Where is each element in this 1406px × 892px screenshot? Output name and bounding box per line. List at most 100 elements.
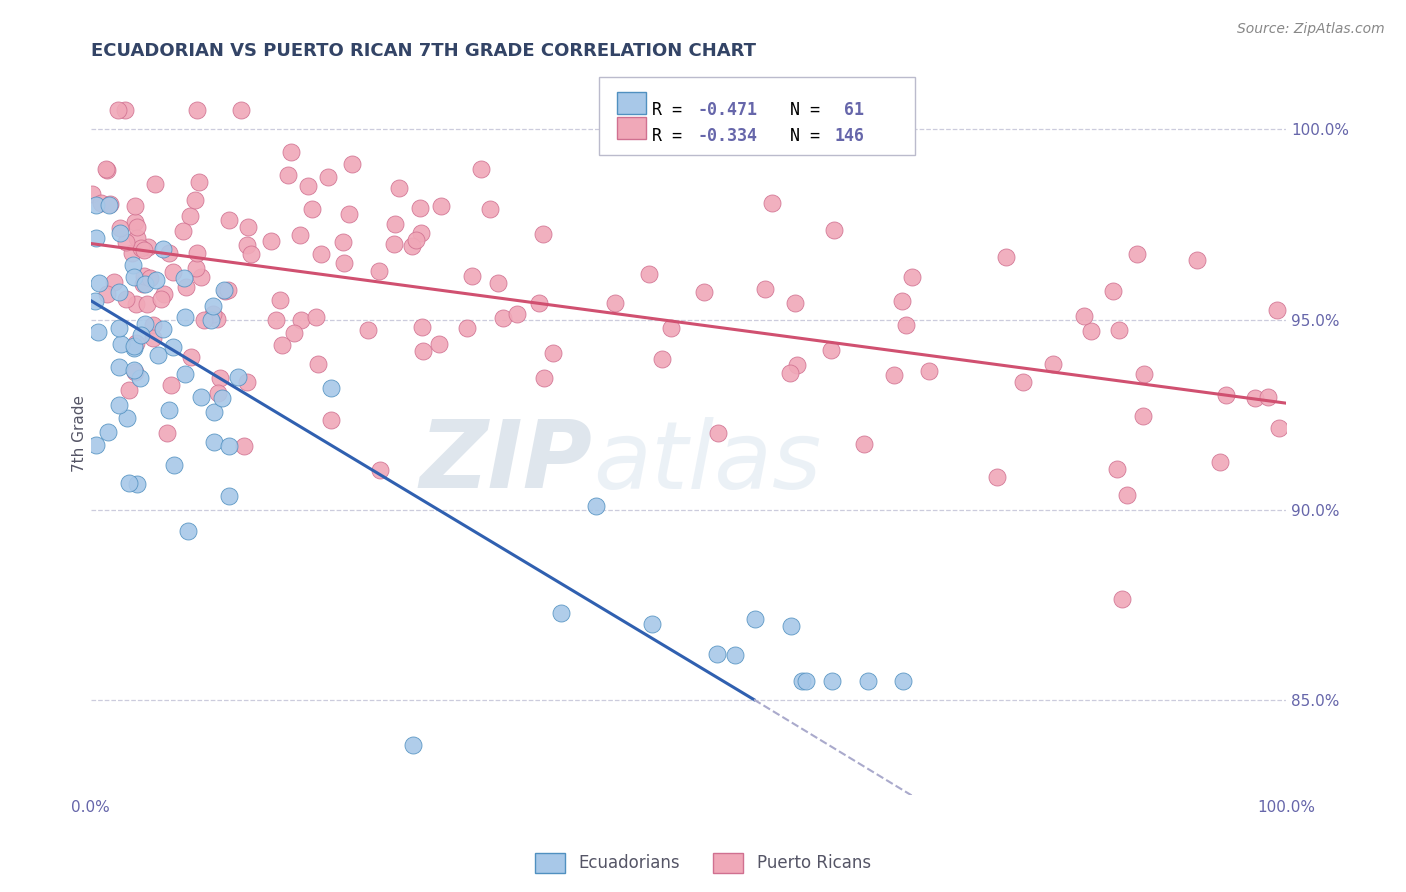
Point — [339, 207, 361, 221]
Point — [117, 476, 139, 491]
Point — [506, 306, 529, 320]
Point — [187, 175, 209, 189]
Point — [186, 103, 208, 118]
Point — [86, 231, 108, 245]
Point — [1111, 592, 1133, 607]
Point — [260, 234, 283, 248]
Point — [107, 103, 129, 118]
Point — [122, 258, 145, 272]
Point — [98, 196, 121, 211]
Text: -0.334: -0.334 — [697, 128, 758, 145]
Point — [229, 103, 252, 118]
Point — [1073, 309, 1095, 323]
Point — [146, 348, 169, 362]
Point — [124, 198, 146, 212]
Point — [180, 350, 202, 364]
Point — [894, 318, 917, 332]
Point — [1080, 324, 1102, 338]
Point — [529, 296, 551, 310]
Point — [157, 403, 180, 417]
Point — [200, 312, 222, 326]
Point — [821, 673, 844, 688]
Point — [288, 227, 311, 242]
Point — [179, 209, 201, 223]
FancyBboxPatch shape — [617, 117, 647, 139]
Point — [342, 157, 364, 171]
Point — [212, 283, 235, 297]
Point — [271, 338, 294, 352]
Point — [309, 247, 332, 261]
Point — [190, 270, 212, 285]
Point — [411, 320, 433, 334]
Point — [823, 222, 845, 236]
Point — [461, 269, 484, 284]
Point — [856, 673, 879, 688]
Point — [533, 371, 555, 385]
Point — [321, 413, 343, 427]
Point — [901, 269, 924, 284]
Point — [890, 294, 912, 309]
Point — [208, 371, 231, 385]
Point — [307, 357, 329, 371]
Text: atlas: atlas — [593, 417, 821, 508]
Point — [107, 321, 129, 335]
Point — [1268, 420, 1291, 434]
Point — [214, 284, 236, 298]
Point — [177, 524, 200, 538]
Point — [202, 435, 225, 450]
Point — [411, 227, 433, 241]
Point — [1244, 391, 1267, 405]
Text: -0.471: -0.471 — [697, 102, 758, 120]
Point — [820, 343, 842, 357]
Point — [173, 271, 195, 285]
Point — [136, 240, 159, 254]
Point — [297, 178, 319, 193]
Point — [132, 243, 155, 257]
Point — [142, 318, 165, 332]
Point — [754, 282, 776, 296]
Point — [103, 275, 125, 289]
Point — [205, 311, 228, 326]
Point — [96, 163, 118, 178]
Point — [86, 438, 108, 452]
Point — [893, 673, 915, 688]
Point — [207, 385, 229, 400]
Point — [87, 276, 110, 290]
Point — [531, 227, 554, 241]
Point — [218, 212, 240, 227]
Point — [114, 103, 136, 118]
Text: ECUADORIAN VS PUERTO RICAN 7TH GRADE CORRELATION CHART: ECUADORIAN VS PUERTO RICAN 7TH GRADE COR… — [90, 42, 755, 60]
Point — [238, 219, 260, 234]
Point — [264, 313, 287, 327]
Point — [145, 272, 167, 286]
Point — [641, 616, 664, 631]
Point — [761, 196, 783, 211]
Point — [543, 346, 565, 360]
Point — [239, 247, 262, 261]
Point — [995, 250, 1018, 264]
Point — [1105, 461, 1128, 475]
Point — [124, 215, 146, 229]
Point — [108, 360, 131, 375]
Point — [184, 261, 207, 276]
Point — [217, 283, 239, 297]
Text: 61: 61 — [834, 102, 865, 120]
Point — [1257, 390, 1279, 404]
Point — [387, 180, 409, 194]
Point — [218, 439, 240, 453]
Point — [108, 220, 131, 235]
Point — [122, 341, 145, 355]
Point — [368, 463, 391, 477]
Point — [160, 378, 183, 392]
Point — [1012, 376, 1035, 390]
Point — [1215, 387, 1237, 401]
Point — [127, 220, 149, 235]
Point — [86, 198, 108, 212]
Point — [478, 202, 501, 217]
Point — [202, 404, 225, 418]
Point — [1132, 409, 1154, 424]
Point — [332, 256, 354, 270]
Point — [124, 365, 146, 379]
Point — [1108, 323, 1130, 337]
Point — [706, 647, 728, 661]
